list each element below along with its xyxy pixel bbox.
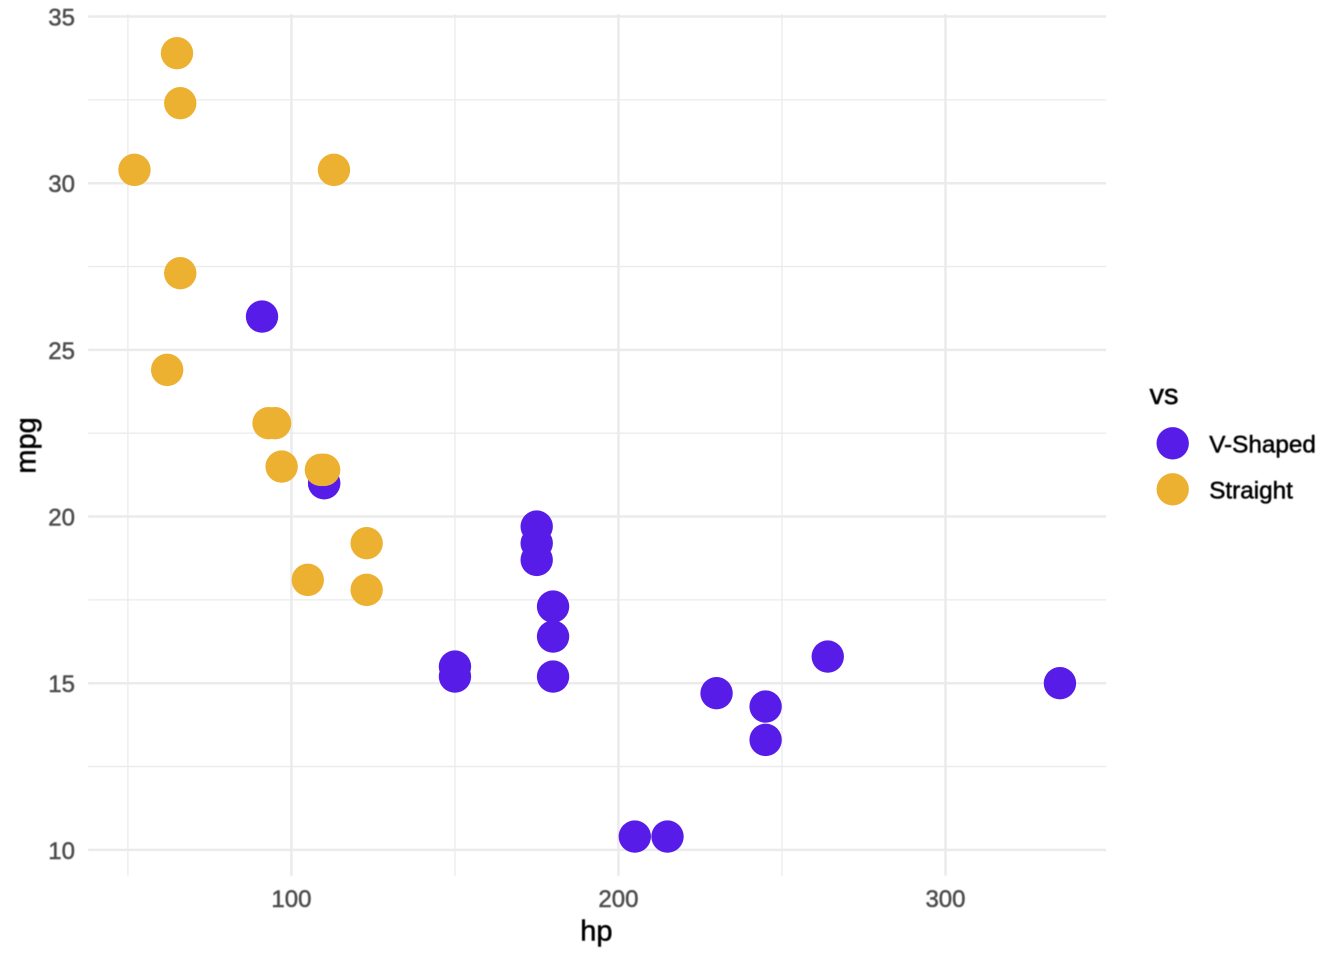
svg-text:mpg: mpg [10,417,42,473]
svg-text:35: 35 [48,5,75,32]
svg-text:V-Shaped: V-Shaped [1209,431,1316,458]
svg-text:300: 300 [925,886,965,913]
svg-text:Straight: Straight [1209,477,1293,504]
svg-text:100: 100 [271,886,311,913]
svg-text:20: 20 [48,505,75,532]
svg-text:15: 15 [48,671,75,698]
svg-text:10: 10 [48,838,75,865]
svg-text:200: 200 [598,886,638,913]
svg-text:vs: vs [1150,379,1179,411]
svg-text:25: 25 [48,338,75,365]
svg-text:30: 30 [48,171,75,198]
svg-text:hp: hp [580,916,612,948]
